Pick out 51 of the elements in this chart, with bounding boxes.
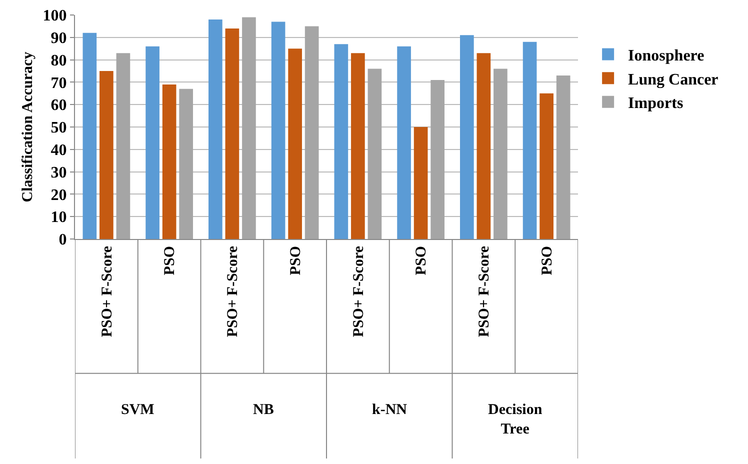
bar: [82, 32, 97, 239]
x-tick-label: PSO: [288, 246, 304, 276]
bar: [162, 84, 176, 239]
y-axis-title: Classification Accuracy: [20, 51, 36, 202]
y-tick-label: 80: [50, 52, 67, 70]
bar: [368, 68, 382, 239]
x-tick-label: PSO+ F-Score: [99, 246, 116, 338]
text: k-NN: [372, 402, 408, 418]
bar: [430, 80, 444, 239]
x-tick-label: PSO+ F-Score: [225, 246, 242, 338]
bar: [288, 48, 302, 239]
bar: [225, 28, 240, 239]
text: NB: [253, 402, 274, 418]
x-tick-label: PSO: [162, 246, 178, 276]
bar: [351, 53, 365, 239]
y-tick-label: 100: [42, 8, 67, 25]
bar: [116, 53, 130, 239]
y-tick-label: 40: [50, 142, 67, 159]
bar: [522, 42, 537, 239]
bar: [556, 75, 570, 239]
legend-label: Imports: [628, 95, 684, 112]
x-tick-label: PSO+ F-Score: [350, 246, 367, 338]
y-tick-label: 0: [58, 232, 67, 249]
bar: [271, 22, 286, 239]
bar: [100, 71, 114, 239]
y-tick-label: 60: [50, 97, 67, 114]
text: SVM: [121, 402, 154, 418]
y-tick-label: 20: [50, 186, 67, 204]
x-tick-label: PSO: [539, 246, 556, 276]
y-tick-label: 50: [50, 120, 67, 137]
bar: [397, 46, 411, 239]
y-tick-label: 30: [50, 164, 67, 182]
y-tick-label: 10: [50, 209, 67, 226]
bar: [334, 44, 348, 239]
x-tick-label: PSO+ F-Score: [476, 246, 493, 338]
x-tick-label: PSO: [414, 246, 430, 276]
bar: [304, 26, 319, 239]
bar: [494, 68, 508, 239]
bar: [540, 93, 554, 239]
legend-label: Ionosphere: [628, 48, 704, 65]
bar: [476, 53, 491, 239]
bar: [179, 88, 193, 239]
bar: [146, 46, 160, 239]
bar: [208, 19, 222, 239]
y-tick-label: 90: [50, 30, 67, 47]
legend-label: Lung Cancer: [628, 71, 718, 88]
text: Decision Tree: [488, 402, 543, 438]
bar: [460, 35, 474, 239]
y-tick-label: 70: [50, 74, 67, 92]
bar: [414, 127, 428, 239]
bar: [242, 17, 256, 239]
